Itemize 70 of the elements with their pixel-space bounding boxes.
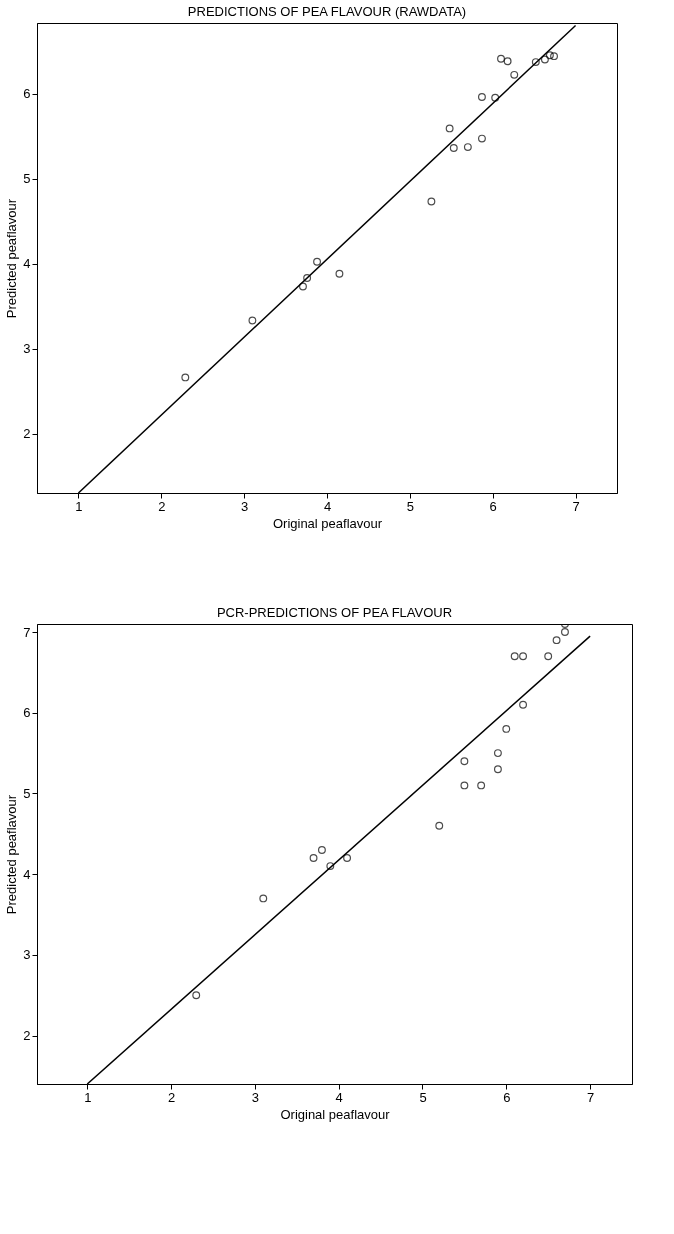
point: [460, 781, 469, 790]
y-tick-label: 5: [23, 785, 31, 801]
point: [493, 765, 502, 774]
y-tick-label: 4: [23, 866, 31, 882]
x-tick-label: 4: [323, 498, 332, 514]
x-tick-label: 1: [84, 1089, 92, 1105]
point: [463, 143, 472, 152]
y-tick-label: 6: [23, 705, 31, 721]
chart-title: PCR-PREDICTIONS OF PEA FLAVOUR: [216, 605, 453, 620]
x-axis-title: Original peaflavour: [272, 515, 383, 531]
point: [309, 854, 318, 862]
point: [303, 274, 312, 282]
x-tick-label: 5: [419, 1089, 427, 1105]
x-tick-label: 2: [167, 1089, 176, 1105]
point: [259, 894, 268, 903]
point: [248, 316, 257, 325]
x-tick-label: 3: [251, 1089, 259, 1105]
x-tick-label: 3: [241, 498, 249, 514]
point: [519, 652, 528, 661]
x-tick-label: 2: [158, 498, 166, 514]
point: [544, 652, 553, 661]
point: [497, 54, 505, 63]
y-tick-label: 3: [23, 341, 31, 357]
point: [343, 854, 352, 862]
y-axis-title: Predicted peaflavour: [4, 198, 20, 319]
x-tick-label: 6: [503, 1089, 511, 1105]
point: [317, 846, 326, 854]
y-tick-label: 3: [23, 947, 31, 963]
point: [502, 724, 511, 733]
x-tick-label: 7: [586, 1089, 595, 1105]
y-tick-label: 2: [23, 1028, 31, 1044]
x-tick-label: 6: [489, 498, 497, 514]
y-tick-label: 5: [23, 171, 31, 187]
point: [335, 269, 344, 278]
x-tick-label: 4: [335, 1089, 343, 1105]
x-axis-title: Original peaflavour: [280, 1106, 391, 1122]
x-tick-label: 1: [75, 498, 83, 514]
point: [427, 197, 436, 206]
point: [491, 93, 500, 102]
point: [299, 282, 307, 291]
point: [531, 58, 540, 67]
point: [540, 55, 549, 64]
point: [435, 821, 444, 830]
point: [561, 628, 569, 637]
y-tick-label: 6: [23, 86, 31, 102]
chart-title: PREDICTIONS OF PEA FLAVOUR (RAWDATA): [187, 4, 467, 19]
point: [477, 92, 486, 101]
point: [550, 52, 558, 61]
point: [326, 862, 335, 871]
x-tick-label: 5: [406, 498, 414, 514]
y-tick-label: 4: [23, 256, 31, 272]
point: [477, 134, 486, 143]
point: [503, 57, 512, 66]
point: [192, 991, 201, 1000]
point: [445, 124, 454, 133]
point: [510, 652, 519, 661]
y-tick-label: 7: [23, 624, 31, 640]
point: [493, 749, 502, 758]
point: [460, 757, 469, 766]
point: [552, 636, 561, 645]
point: [313, 257, 322, 266]
y-tick-label: 2: [23, 426, 31, 442]
y-axis-title: Predicted peaflavour: [4, 794, 20, 915]
point: [477, 781, 486, 790]
x-tick-label: 7: [572, 498, 580, 514]
point: [181, 373, 190, 382]
point: [545, 51, 554, 60]
point: [519, 700, 528, 709]
point: [510, 70, 519, 79]
point: [449, 143, 458, 152]
